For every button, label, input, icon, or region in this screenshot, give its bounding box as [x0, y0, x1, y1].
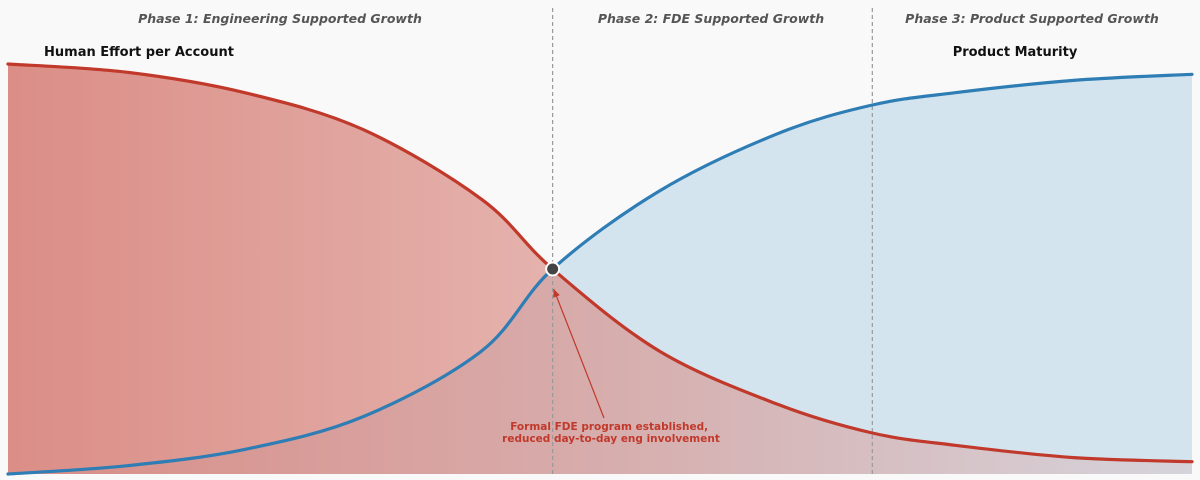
annotation-line-1: Formal FDE program established, [510, 421, 708, 433]
phase-label-2: Phase 2: FDE Supported Growth [598, 11, 824, 26]
phase-label-3: Phase 3: Product Supported Growth [905, 11, 1159, 26]
crossover-marker [545, 261, 561, 277]
line-product-maturity [6, 72, 1194, 476]
annotation-arrow [553, 288, 605, 419]
phase-label-1: Phase 1: Engineering Supported Growth [138, 11, 422, 26]
phase-dividers [552, 8, 873, 474]
series-label-product-maturity: Product Maturity [953, 45, 1078, 60]
area-fills [8, 64, 1192, 475]
area-human-effort [8, 64, 1192, 474]
series-label-human-effort: Human Effort per Account [44, 45, 234, 60]
annotation-line-2: reduced day-to-day eng involvement [502, 433, 720, 445]
area-product-maturity [8, 74, 1192, 475]
line-human-effort [6, 62, 1194, 464]
crossover-marker-group [545, 261, 561, 277]
series-lines [6, 62, 1194, 476]
annotation-text: Formal FDE program established, reduced … [502, 421, 720, 445]
annotation-arrowhead [553, 289, 560, 298]
annotation: Formal FDE program established, reduced … [502, 288, 720, 445]
phase-labels: Phase 1: Engineering Supported Growth Ph… [138, 11, 1159, 26]
